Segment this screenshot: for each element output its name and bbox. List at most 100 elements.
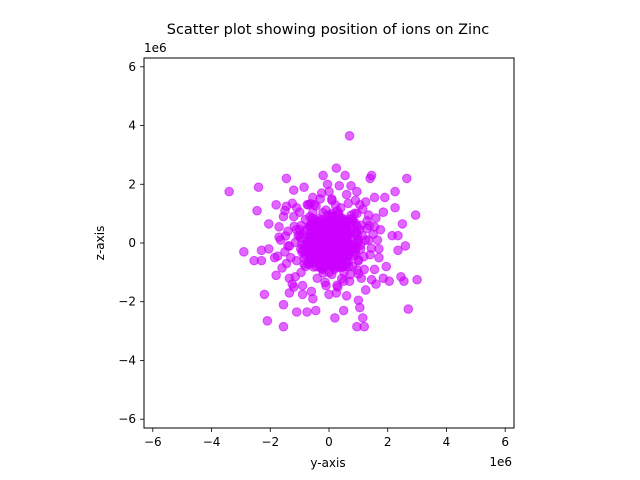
scatter-point	[324, 289, 334, 300]
scatter-point	[299, 182, 309, 193]
scatter-point	[412, 274, 422, 285]
scatter-point	[302, 307, 312, 317]
scatter-point	[410, 210, 421, 220]
scatter-point	[281, 201, 292, 212]
x-axis-ticks: −6 −4 −2 0 2 4 6	[144, 428, 509, 449]
scatter-point	[371, 213, 381, 223]
scatter-point	[262, 316, 273, 326]
x-tick-label: 0	[325, 435, 333, 449]
scatter-point	[305, 233, 315, 244]
scatter-point	[378, 207, 389, 217]
scatter-point	[359, 321, 370, 332]
scatter-point	[253, 182, 264, 193]
scatter-point	[347, 261, 358, 272]
scatter-point	[360, 197, 371, 207]
scatter-point	[297, 229, 308, 239]
scatter-point	[390, 202, 400, 213]
scatter-point	[330, 313, 340, 323]
scatter-point	[310, 305, 321, 316]
scatter-point	[252, 205, 262, 216]
scatter-point	[335, 202, 346, 213]
scatter-point	[393, 245, 403, 256]
scatter-point	[224, 186, 234, 197]
x-tick-label: −6	[144, 435, 162, 449]
scatter-point	[324, 267, 335, 278]
scatter-point	[307, 207, 318, 218]
y-axis-offset-text: 1e6	[144, 41, 167, 55]
y-axis-label: z-axis	[93, 226, 107, 261]
scatter-point	[278, 211, 289, 222]
plot-area	[143, 57, 515, 429]
scatter-point	[328, 219, 339, 229]
scatter-point	[319, 257, 330, 267]
scatter-point	[274, 222, 284, 232]
x-axis-label: y-axis	[310, 456, 345, 470]
y-tick-label: 2	[128, 177, 136, 191]
scatter-point	[341, 291, 352, 301]
scatter-point	[306, 286, 317, 297]
scatter-point	[352, 186, 362, 197]
scatter-point	[344, 131, 355, 141]
scatter-point	[334, 180, 345, 191]
scatter-point	[297, 280, 308, 291]
scatter-point	[264, 219, 274, 229]
y-axis-ticks: −6 −4 −2 0 2 4 6	[118, 60, 144, 426]
scatter-point	[256, 255, 267, 266]
scatter-point	[297, 289, 308, 300]
scatter-point	[403, 304, 414, 314]
data-points	[224, 131, 422, 332]
scatter-point	[369, 264, 380, 275]
y-tick-label: −2	[118, 295, 136, 309]
scatter-point	[369, 192, 380, 203]
scatter-point	[291, 307, 302, 317]
scatter-point	[300, 261, 311, 272]
x-tick-label: −2	[261, 435, 279, 449]
scatter-point	[277, 263, 287, 273]
scatter-point	[327, 195, 337, 206]
scatter-point	[346, 180, 356, 191]
scatter-point	[272, 251, 283, 262]
scatter-point	[289, 221, 300, 232]
scatter-point	[400, 241, 411, 251]
scatter-point	[288, 185, 299, 195]
scatter-point	[271, 270, 281, 281]
scatter-point	[330, 261, 340, 272]
scatter-point	[291, 202, 302, 213]
scatter-point	[374, 252, 384, 263]
scatter-point	[357, 313, 368, 323]
scatter-point	[324, 186, 334, 197]
scatter-point	[306, 249, 317, 260]
scatter-point	[259, 289, 270, 300]
y-tick-label: −4	[118, 353, 136, 367]
scatter-point	[360, 285, 371, 295]
scatter-point	[343, 242, 353, 253]
scatter-point	[283, 226, 293, 237]
scatter-point	[338, 261, 349, 272]
y-tick-label: 0	[128, 236, 136, 250]
scatter-point	[318, 214, 328, 225]
scatter-point	[379, 192, 390, 203]
scatter-point	[350, 247, 361, 257]
scatter-point	[333, 232, 343, 242]
scatter-point	[347, 214, 358, 225]
scatter-point	[355, 240, 366, 250]
scatter-point	[375, 224, 386, 235]
x-tick-label: 4	[443, 435, 451, 449]
scatter-point	[341, 223, 352, 234]
scatter-point	[309, 200, 320, 210]
scatter-point	[312, 273, 323, 284]
scatter-point	[387, 230, 397, 241]
scatter-point	[304, 221, 315, 232]
scatter-point	[284, 288, 295, 298]
scatter-point	[287, 279, 298, 289]
scatter-point	[300, 214, 311, 225]
x-tick-label: 2	[384, 435, 392, 449]
scatter-point	[286, 252, 296, 263]
scatter-point	[281, 173, 292, 184]
scatter-point	[365, 249, 375, 260]
scatter-point	[356, 273, 367, 284]
x-tick-label: 6	[501, 435, 509, 449]
scatter-point	[355, 302, 365, 313]
scatter-point	[397, 219, 408, 229]
y-tick-label: 4	[128, 119, 136, 133]
